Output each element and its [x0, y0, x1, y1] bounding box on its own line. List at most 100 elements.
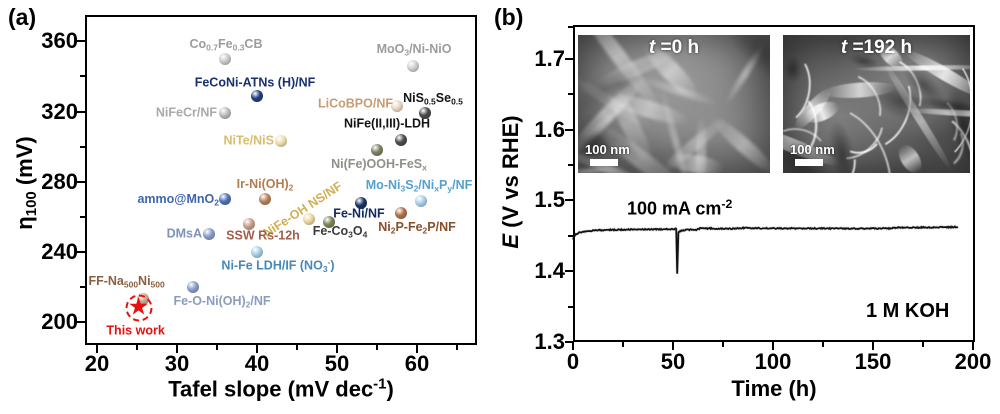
panel-a-tag: (a) — [8, 4, 37, 30]
x-major-tick — [256, 345, 258, 353]
x-tick-label: 20 — [84, 351, 110, 376]
scatter-point-label: FF-Na500Ni500 — [88, 274, 165, 290]
x-tick-label: 50 — [660, 349, 686, 374]
scatter-point-label: LiCoBPO/NF — [318, 96, 393, 111]
y-minor-tick — [568, 234, 573, 237]
sem-inset-t192-scalebar-label: 100 nm — [790, 142, 835, 157]
y-tick-label: 200 — [41, 309, 78, 335]
this-work-ring — [125, 294, 153, 322]
y-minor-tick — [80, 215, 85, 218]
x-tick-label: 60 — [404, 351, 430, 376]
sem-inset-t0: t =0 h 100 nm — [578, 35, 770, 173]
scatter-point — [395, 207, 407, 220]
y-tick-label: 1.6 — [534, 116, 565, 142]
panel-b-plot-area — [573, 25, 975, 342]
scatter-point — [355, 196, 367, 209]
scalebar — [590, 159, 618, 166]
x-major-tick — [972, 342, 974, 350]
scatter-point-label: Ni-Fe LDH/IF (NO3-) — [221, 256, 335, 275]
scatter-point-label: This work — [106, 323, 165, 338]
scatter-point-label: DMsA — [166, 226, 202, 241]
y-major-tick — [77, 40, 85, 43]
scatter-point-label: ammo@MnO2 — [137, 192, 219, 208]
scalebar — [795, 159, 823, 166]
scatter-point — [371, 144, 383, 157]
y-minor-tick — [80, 145, 85, 148]
panel-b-x-axis-label: Time (h) — [731, 376, 817, 401]
x-tick-label: 30 — [164, 351, 190, 376]
scatter-point — [243, 217, 255, 230]
y-minor-tick — [568, 26, 573, 29]
x-major-tick — [872, 342, 874, 350]
scatter-point — [275, 135, 287, 148]
y-tick-label: 360 — [41, 28, 78, 54]
scatter-point-label: Ni(Fe)OOH-FeSx — [331, 156, 427, 173]
y-tick-label: 240 — [41, 238, 78, 264]
x-minor-tick — [296, 345, 298, 350]
current-density-label: 100 mA cm-2 — [627, 197, 733, 219]
y-minor-tick — [80, 75, 85, 78]
scatter-point-label: Ni2P-Fe2P/NF — [378, 220, 456, 236]
x-major-tick — [772, 342, 774, 350]
y-minor-tick — [568, 93, 573, 96]
scatter-point-label: Co0.7Fe0.3CB — [189, 36, 263, 53]
x-major-tick — [416, 345, 418, 353]
scatter-point-label: NiFe(II,III)-LDH — [343, 116, 431, 131]
scatter-point — [391, 100, 403, 113]
scatter-point-label: Fe-O-Ni(OH)2/NF — [173, 293, 271, 310]
y-tick-label: 1.3 — [534, 329, 565, 354]
stability-curve — [571, 224, 959, 274]
scatter-point-label: SSW Rs-12h — [226, 228, 300, 243]
scatter-point — [187, 281, 199, 294]
y-major-tick — [565, 341, 573, 343]
star-marker: ★ — [129, 295, 149, 319]
electrolyte-label: 1 M KOH — [866, 300, 950, 322]
sem-texture-shadow — [783, 55, 802, 83]
panel-b-tag: (b) — [494, 4, 524, 30]
y-major-tick — [565, 199, 573, 202]
x-minor-tick — [922, 342, 924, 347]
sem-inset-t0-scalebar-label: 100 nm — [585, 142, 630, 157]
x-tick-label: 50 — [324, 351, 350, 376]
scatter-point — [219, 107, 231, 120]
x-tick-label: 150 — [854, 349, 892, 374]
scatter-point — [251, 245, 263, 258]
panel-a-y-axis-label: η100 (mV) — [11, 136, 41, 230]
x-major-tick — [96, 345, 98, 353]
x-major-tick — [336, 345, 338, 353]
y-minor-tick — [568, 164, 573, 167]
x-minor-tick — [722, 342, 724, 347]
y-tick-label: 280 — [41, 168, 78, 194]
x-minor-tick — [456, 345, 458, 350]
sem-inset-t192-time-label: t =192 h — [840, 37, 913, 58]
x-major-tick — [572, 342, 574, 350]
x-tick-label: 0 — [566, 349, 580, 374]
panel-b-y-axis-label: E (V vs RHE) — [498, 115, 523, 249]
y-tick-label: 1.4 — [534, 258, 565, 284]
y-tick-label: 1.7 — [534, 45, 565, 71]
scatter-point-label: Ir-Ni(OH)2 — [236, 177, 294, 193]
scatter-point — [251, 89, 263, 102]
scatter-point — [203, 228, 215, 241]
scatter-point-label: NiS0.5Se0.5 — [403, 91, 463, 107]
scatter-point — [395, 133, 407, 146]
y-major-tick — [565, 270, 573, 273]
scatter-point-label: Fe-Ni/NF — [333, 206, 385, 221]
panel-a-x-axis-label: Tafel slope (mV dec-1) — [168, 375, 394, 402]
x-minor-tick — [822, 342, 824, 347]
y-minor-tick — [568, 305, 573, 308]
y-tick-label: 320 — [41, 98, 78, 124]
scatter-point — [303, 212, 315, 225]
scatter-point — [407, 59, 419, 72]
scatter-point — [219, 52, 231, 65]
x-major-tick — [672, 342, 674, 350]
y-major-tick — [77, 250, 85, 253]
x-tick-label: 200 — [954, 349, 992, 374]
x-tick-label: 40 — [244, 351, 270, 376]
scatter-point-label: NiTe/NiS — [223, 133, 274, 148]
scatter-point — [259, 193, 271, 206]
y-major-tick — [77, 321, 85, 324]
scatter-point-label: MoO3/Ni-NiO — [376, 41, 452, 58]
y-major-tick — [77, 110, 85, 113]
